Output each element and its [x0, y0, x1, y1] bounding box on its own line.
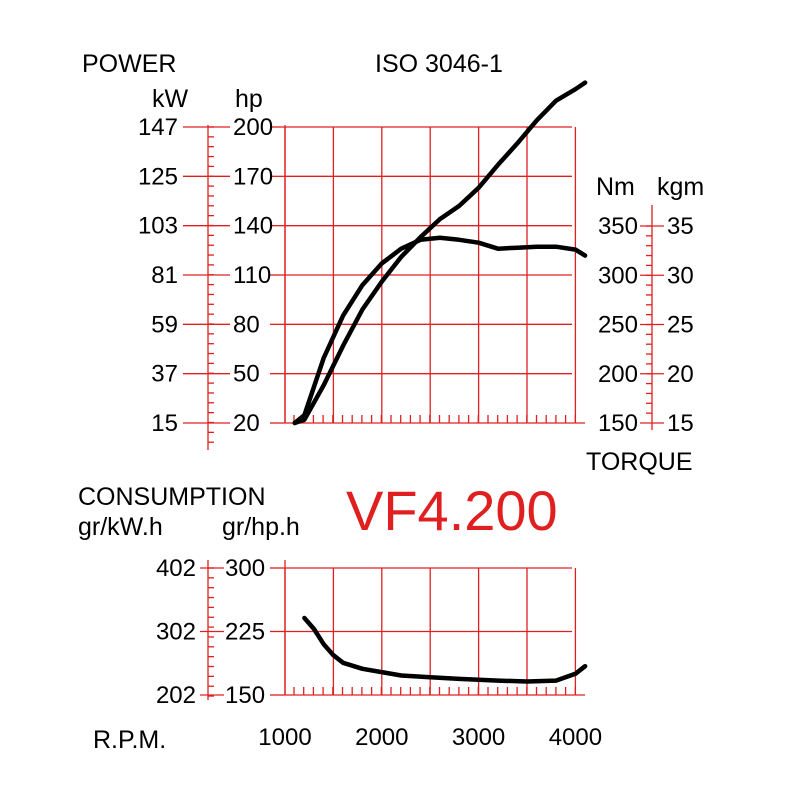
- rpm-tick-label: 3000: [452, 724, 505, 751]
- kw-tick-label: 125: [138, 163, 178, 190]
- consumption-axis-title: CONSUMPTION: [78, 483, 266, 511]
- kgm-tick-label: 30: [667, 262, 694, 289]
- rpm-axis-title: R.P.M.: [93, 726, 166, 754]
- torque-curve: [292, 235, 588, 426]
- gr-hph-unit-label: gr/hp.h: [222, 513, 300, 541]
- consumption-plot-area: 402 300 302 225 202 150 1000 2000 3000 4000: [156, 555, 602, 751]
- kgm-tick-label: 35: [667, 213, 694, 240]
- kgm-tick-label: 15: [667, 410, 694, 437]
- kw-tick-label: 81: [151, 262, 178, 289]
- power-axis-title: POWER: [82, 50, 176, 78]
- kw-tick-label: 59: [151, 311, 178, 338]
- torque-axis-title: TORQUE: [586, 448, 693, 476]
- nm-unit-label: Nm: [596, 173, 635, 201]
- hp-tick-label: 200: [233, 114, 273, 141]
- nm-tick-label: 150: [598, 410, 638, 437]
- kgm-unit-label: kgm: [657, 173, 704, 201]
- hph-tick-label: 150: [225, 682, 265, 709]
- kw-tick-label: 147: [138, 114, 178, 141]
- kw-tick-label: 15: [151, 410, 178, 437]
- hp-tick-label: 170: [233, 163, 273, 190]
- nm-tick-label: 250: [598, 312, 638, 339]
- kgm-tick-label: 20: [667, 361, 694, 388]
- nm-tick-label: 200: [598, 361, 638, 388]
- rpm-tick-label: 1000: [258, 724, 311, 751]
- rpm-tick-label: 4000: [549, 724, 602, 751]
- hp-unit-label: hp: [235, 85, 263, 113]
- hp-tick-label: 50: [233, 361, 260, 388]
- kwh-tick-label: 402: [156, 555, 196, 582]
- hp-tick-label: 80: [233, 311, 260, 338]
- hph-tick-label: 300: [225, 555, 265, 582]
- power-torque-plot-area: 147 200 125 170 103 140 81 110 59 80 37 50 15 20 350 35…: [138, 80, 694, 450]
- kw-tick-label: 103: [138, 213, 178, 240]
- kwh-tick-label: 302: [156, 619, 196, 646]
- iso-standard-label: ISO 3046-1: [375, 50, 503, 78]
- kwh-tick-label: 202: [156, 682, 196, 709]
- hp-tick-label: 140: [233, 213, 273, 240]
- nm-tick-label: 350: [598, 213, 638, 240]
- kgm-tick-label: 25: [667, 312, 694, 339]
- hp-tick-label: 20: [233, 410, 260, 437]
- rpm-tick-label: 2000: [355, 724, 408, 751]
- consumption-curve: [302, 615, 588, 684]
- hp-tick-label: 110: [233, 262, 271, 289]
- kw-tick-label: 37: [151, 361, 178, 388]
- nm-tick-label: 300: [598, 262, 638, 289]
- gr-kwh-unit-label: gr/kW.h: [78, 513, 163, 541]
- power-curve: [292, 80, 588, 426]
- model-name: VF4.200: [346, 479, 558, 542]
- hph-tick-label: 225: [225, 619, 265, 646]
- kw-unit-label: kW: [152, 85, 189, 113]
